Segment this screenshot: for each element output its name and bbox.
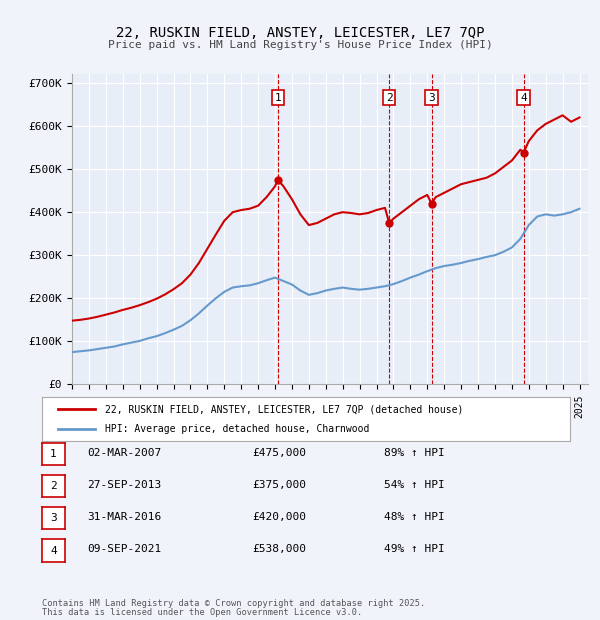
Text: 2: 2 [50,481,57,491]
Text: 54% ↑ HPI: 54% ↑ HPI [384,480,445,490]
Text: £420,000: £420,000 [252,512,306,522]
Text: Price paid vs. HM Land Registry's House Price Index (HPI): Price paid vs. HM Land Registry's House … [107,40,493,50]
Text: 2: 2 [386,92,392,103]
Text: 49% ↑ HPI: 49% ↑ HPI [384,544,445,554]
Text: 22, RUSKIN FIELD, ANSTEY, LEICESTER, LE7 7QP: 22, RUSKIN FIELD, ANSTEY, LEICESTER, LE7… [116,26,484,40]
Text: This data is licensed under the Open Government Licence v3.0.: This data is licensed under the Open Gov… [42,608,362,617]
Text: HPI: Average price, detached house, Charnwood: HPI: Average price, detached house, Char… [106,424,370,434]
Text: 89% ↑ HPI: 89% ↑ HPI [384,448,445,458]
Text: 27-SEP-2013: 27-SEP-2013 [87,480,161,490]
Text: Contains HM Land Registry data © Crown copyright and database right 2025.: Contains HM Land Registry data © Crown c… [42,598,425,608]
Text: 31-MAR-2016: 31-MAR-2016 [87,512,161,522]
Text: 3: 3 [428,92,435,103]
Text: 1: 1 [275,92,281,103]
Text: 4: 4 [520,92,527,103]
Text: 02-MAR-2007: 02-MAR-2007 [87,448,161,458]
Text: 1: 1 [50,449,57,459]
Text: 4: 4 [50,546,57,556]
Text: £475,000: £475,000 [252,448,306,458]
Text: 09-SEP-2021: 09-SEP-2021 [87,544,161,554]
Text: 3: 3 [50,513,57,523]
Text: 48% ↑ HPI: 48% ↑ HPI [384,512,445,522]
Text: 22, RUSKIN FIELD, ANSTEY, LEICESTER, LE7 7QP (detached house): 22, RUSKIN FIELD, ANSTEY, LEICESTER, LE7… [106,404,464,414]
Text: £375,000: £375,000 [252,480,306,490]
Text: £538,000: £538,000 [252,544,306,554]
